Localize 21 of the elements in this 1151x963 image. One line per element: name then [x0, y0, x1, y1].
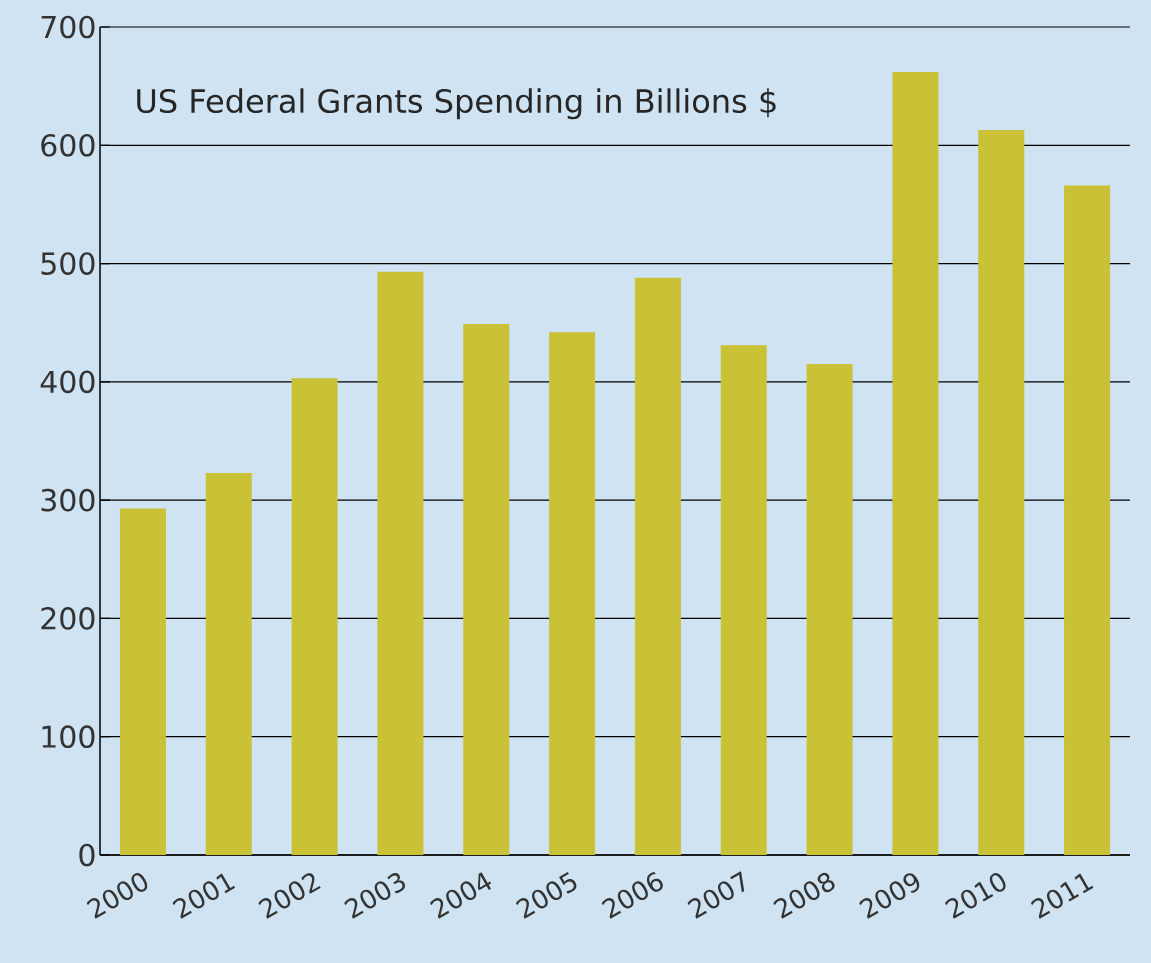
- y-tick-label: 100: [42, 725, 95, 749]
- y-tick-label: 0: [79, 843, 95, 867]
- bar: [892, 71, 939, 855]
- bar: [634, 277, 681, 855]
- bar: [806, 364, 853, 855]
- bar: [720, 345, 767, 855]
- bar: [978, 129, 1025, 855]
- y-tick-label: 600: [41, 133, 95, 157]
- bar: [205, 472, 252, 855]
- y-tick-label: 400: [40, 370, 95, 394]
- bar: [291, 378, 338, 855]
- y-tick-label: 300: [41, 488, 95, 512]
- text: US Federal Grants Spending in Billions $: [137, 88, 776, 120]
- bar: [549, 332, 596, 855]
- bar: [377, 271, 424, 855]
- y-tick-label: 200: [41, 607, 95, 630]
- y-tick-label: 500: [41, 252, 95, 275]
- bar: [463, 323, 510, 855]
- y-tick-label: 700: [41, 15, 95, 39]
- bar: [119, 508, 166, 855]
- bar: [1064, 185, 1111, 855]
